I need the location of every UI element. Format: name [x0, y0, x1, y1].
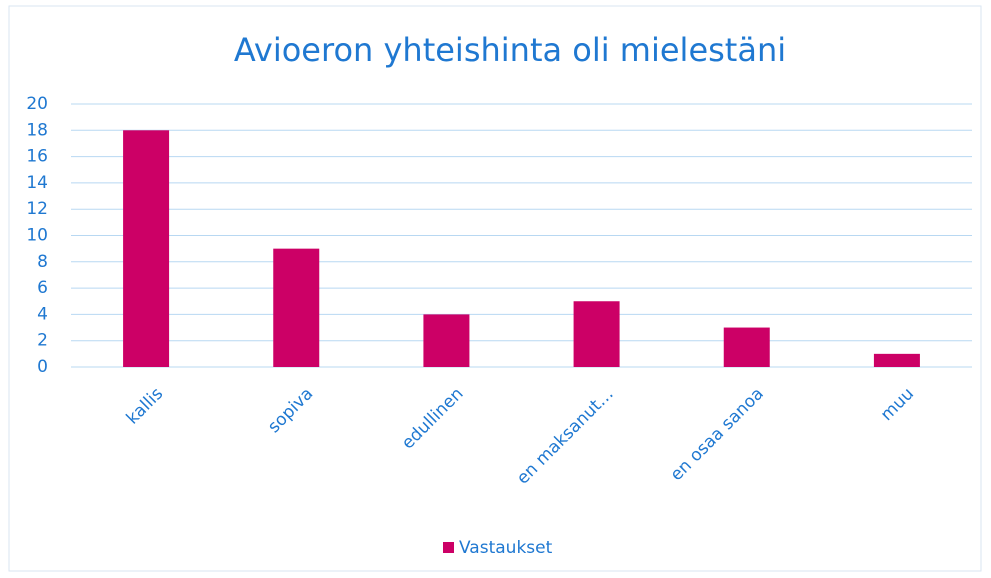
y-tick-label: 2: [37, 331, 48, 351]
bar: [573, 301, 620, 367]
bar: [873, 353, 920, 367]
y-tick-label: 16: [26, 147, 48, 167]
bar: [273, 248, 320, 367]
bar: [723, 327, 770, 367]
y-tick-label: 6: [37, 278, 48, 298]
y-tick-label: 20: [26, 94, 48, 114]
chart-title: Avioeron yhteishinta oli mielestäni: [234, 31, 786, 69]
y-tick-label: 4: [37, 304, 48, 324]
legend-label: Vastaukset: [459, 538, 553, 558]
bar: [123, 130, 170, 367]
y-tick-label: 10: [26, 226, 48, 246]
y-tick-label: 8: [37, 252, 48, 272]
y-tick-label: 18: [26, 120, 48, 140]
legend-swatch: [443, 542, 454, 553]
bar: [423, 314, 470, 367]
y-tick-label: 0: [37, 357, 48, 377]
y-tick-label: 12: [26, 199, 48, 219]
y-tick-label: 14: [26, 173, 48, 193]
